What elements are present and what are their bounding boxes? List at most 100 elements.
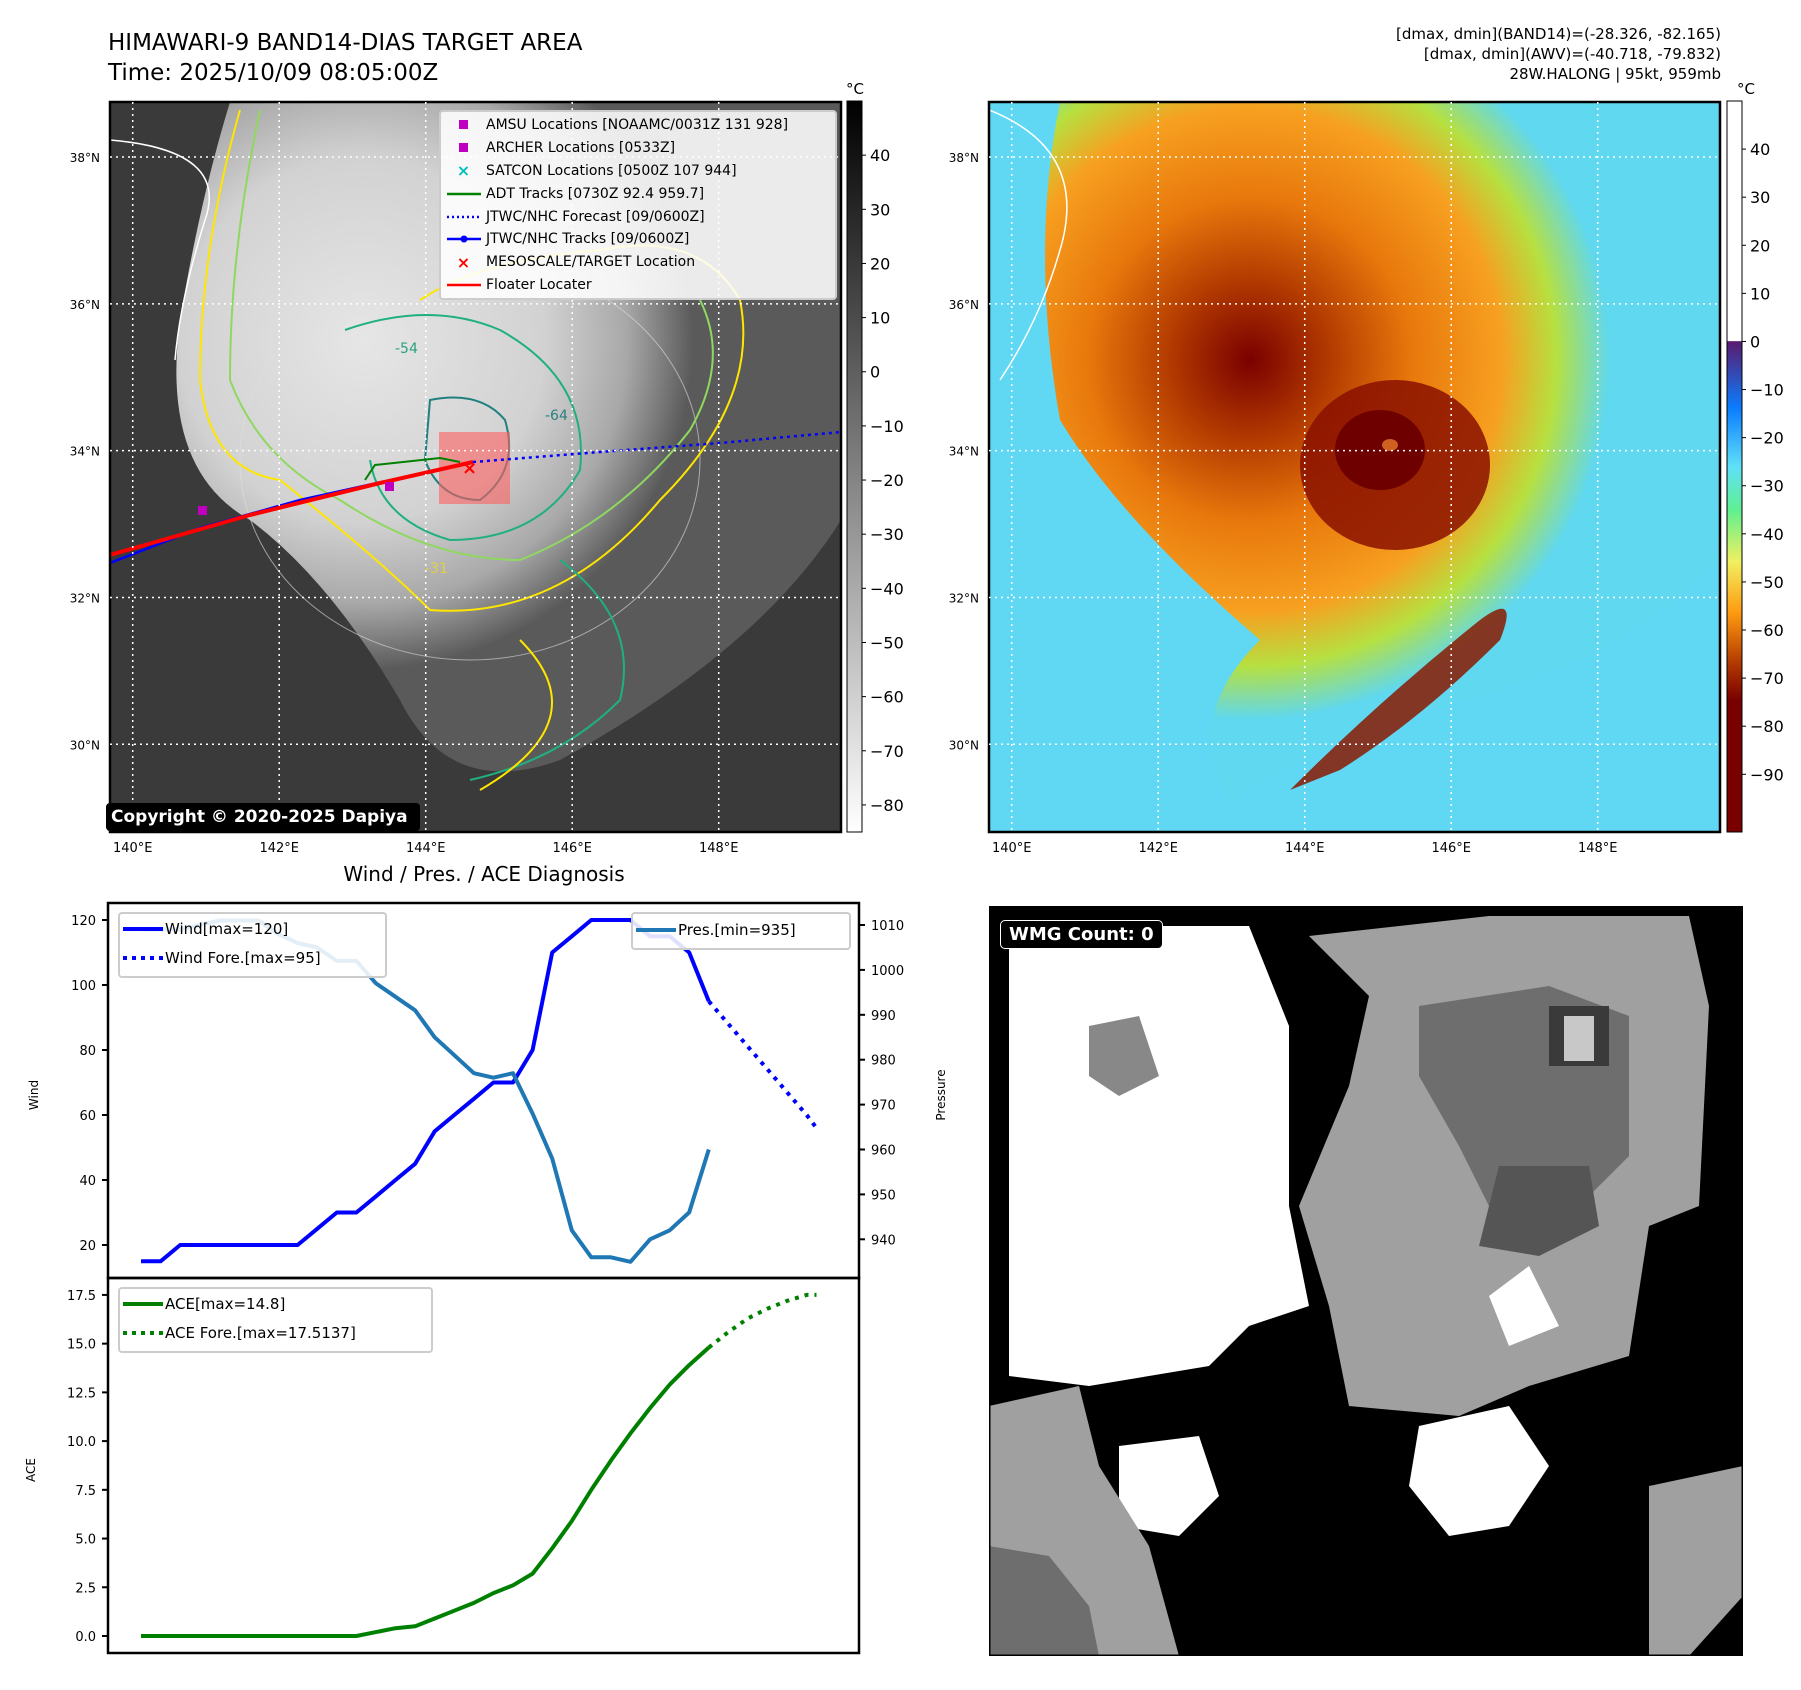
lat-label: 32°N: [70, 591, 100, 605]
legend-symbol-icon: [441, 120, 486, 130]
solid-line-icon: [120, 926, 165, 932]
lat-label: 36°N: [949, 298, 979, 312]
map-legend: AMSU Locations [NOAAMC/0031Z 131 928] ARC…: [439, 110, 837, 301]
legend-label: Wind Fore.[max=95]: [165, 949, 321, 968]
colorbar-tick-label: −40: [870, 579, 904, 598]
wmg-count-badge: WMG Count: 0: [1000, 920, 1163, 949]
right-colorbar-unit: °C: [1737, 80, 1755, 98]
left-map-frame: [108, 100, 843, 834]
wind-legend: Wind[max=120] Wind Fore.[max=95]: [118, 912, 387, 978]
colorbar-tick-label: −70: [870, 742, 904, 761]
storm-info: 28W.HALONG | 95kt, 959mb: [1509, 65, 1721, 83]
axis-tick-label: 1010: [871, 919, 904, 934]
lon-label: 140°E: [992, 841, 1032, 856]
legend-label: Floater Locater: [486, 276, 592, 293]
colorbar-tick-label: 30: [1750, 188, 1770, 207]
axis-tick-label: 17.5: [67, 1289, 96, 1304]
band14-stats: [dmax, dmin](BAND14)=(-28.326, -82.165): [1396, 25, 1721, 43]
axis-tick-label: 120: [71, 914, 96, 929]
legend-label: ARCHER Locations [0533Z]: [486, 140, 676, 157]
wmg-clear-region: [1009, 926, 1309, 1386]
lon-label: 144°E: [1285, 841, 1325, 856]
axis-tick-label: 950: [871, 1188, 896, 1203]
ace-legend: ACE[max=14.8] ACE Fore.[max=17.5137]: [118, 1287, 433, 1353]
ace-forecast-line: [707, 1292, 817, 1350]
pressure-legend: Pres.[min=935]: [631, 912, 851, 950]
colorbar-tick-label: −60: [870, 688, 904, 707]
target-marker: ×: [462, 458, 477, 479]
right-colorbar-ticks: 40 30 20 10 0 −10 −20 −30 −40 −50 −60 −70 −80 −90: [1742, 140, 1784, 784]
axis-tick-label: 20: [79, 1239, 96, 1254]
floater-track: [110, 460, 474, 557]
map-legend-item: ARCHER Locations [0533Z]: [441, 137, 835, 160]
axis-tick-label: 1000: [871, 964, 904, 979]
colorbar-tick-label: −30: [870, 525, 904, 544]
colorbar-tick-label: 20: [1750, 236, 1770, 255]
coastline: [110, 139, 210, 361]
legend-label: JTWC/NHC Forecast [09/0600Z]: [486, 208, 705, 225]
colorbar-tick-label: 0: [1750, 332, 1760, 351]
legend-label: Wind[max=120]: [165, 920, 289, 939]
legend-label: SATCON Locations [0500Z 107 944]: [486, 162, 737, 179]
chart-title: Wind / Pres. / ACE Diagnosis: [343, 862, 625, 886]
colorbar-tick-label: 40: [1750, 140, 1770, 159]
axis-label: Wind: [27, 1080, 41, 1110]
legend-label: ACE Fore.[max=17.5137]: [165, 1324, 356, 1343]
lat-label: 30°N: [949, 738, 979, 752]
legend-label: ACE[max=14.8]: [165, 1295, 286, 1314]
axis-tick-label: 0.0: [75, 1630, 96, 1645]
lat-label: 38°N: [70, 151, 100, 165]
axis-tick-label: 10.0: [67, 1435, 96, 1450]
amsu-marker: [385, 482, 394, 491]
legend-label: MESOSCALE/TARGET Location: [486, 254, 696, 271]
axis-tick-label: 40: [79, 1174, 96, 1189]
contour-label: -54: [395, 341, 418, 357]
right-map-frame: [987, 100, 1722, 834]
maps-layer: -54 -64 -31 × 38°N 36°N 34°N 32°N 30°N 140°E 1…: [70, 80, 1784, 856]
colorbar-tick-label: 0: [870, 363, 880, 382]
left-colorbar: [846, 100, 863, 833]
contour-label: -31: [425, 561, 448, 577]
axis-tick-label: 60: [79, 1109, 96, 1124]
legend-symbol-icon: [441, 192, 486, 196]
solid-line-icon: [633, 927, 678, 933]
legend-symbol-icon: ×: [456, 252, 471, 272]
legend-label: JTWC/NHC Tracks [09/0600Z]: [486, 231, 690, 248]
colorbar-tick-label: −10: [1750, 381, 1784, 400]
axis-label: ACE: [24, 1458, 38, 1482]
solid-line-icon: [120, 1301, 165, 1307]
colorbar-tick-label: −40: [1750, 525, 1784, 544]
colorbar-tick-label: −50: [870, 633, 904, 652]
legend-label: Pres.[min=935]: [678, 921, 796, 940]
legend-item-pressure: Pres.[min=935]: [633, 919, 849, 942]
axis-tick-label: 2.5: [75, 1581, 96, 1596]
colorbar-tick-label: 10: [870, 309, 890, 328]
axis-tick-label: 980: [871, 1054, 896, 1069]
lon-label: 146°E: [552, 841, 592, 856]
legend-item-ace: ACE[max=14.8]: [120, 1293, 431, 1316]
lat-label: 36°N: [70, 298, 100, 312]
awv-image: [989, 102, 1720, 832]
lon-label: 146°E: [1431, 841, 1471, 856]
legend-symbol-icon: [441, 215, 486, 219]
lat-label: 30°N: [70, 738, 100, 752]
legend-symbol-icon: ×: [456, 161, 471, 181]
time-line: Time: 2025/10/09 08:05:00Z: [108, 60, 439, 86]
axis-tick-label: 7.5: [75, 1484, 96, 1499]
colorbar-tick-label: −90: [1750, 765, 1784, 784]
lon-label: 142°E: [259, 841, 299, 856]
legend-symbol-icon: [441, 283, 486, 287]
axis-tick-label: 15.0: [67, 1338, 96, 1353]
colorbar-tick-label: −60: [1750, 621, 1784, 640]
colorbar-tick-label: 30: [870, 200, 890, 219]
map-legend-item: Floater Locater: [441, 274, 835, 297]
axis-tick-label: 12.5: [67, 1386, 96, 1401]
colorbar-tick-label: −10: [870, 417, 904, 436]
right-colorbar: [1726, 100, 1743, 833]
colorbar-tick-label: −80: [1750, 717, 1784, 736]
right-map-grid: 38°N 36°N 34°N 32°N 30°N 140°E 142°E 144°E 146°E…: [949, 102, 1720, 856]
colorbar-tick-label: −20: [870, 471, 904, 490]
axis-label: Pressure: [934, 1069, 948, 1120]
archer-marker: [198, 506, 207, 515]
ace-line: [141, 1346, 711, 1638]
